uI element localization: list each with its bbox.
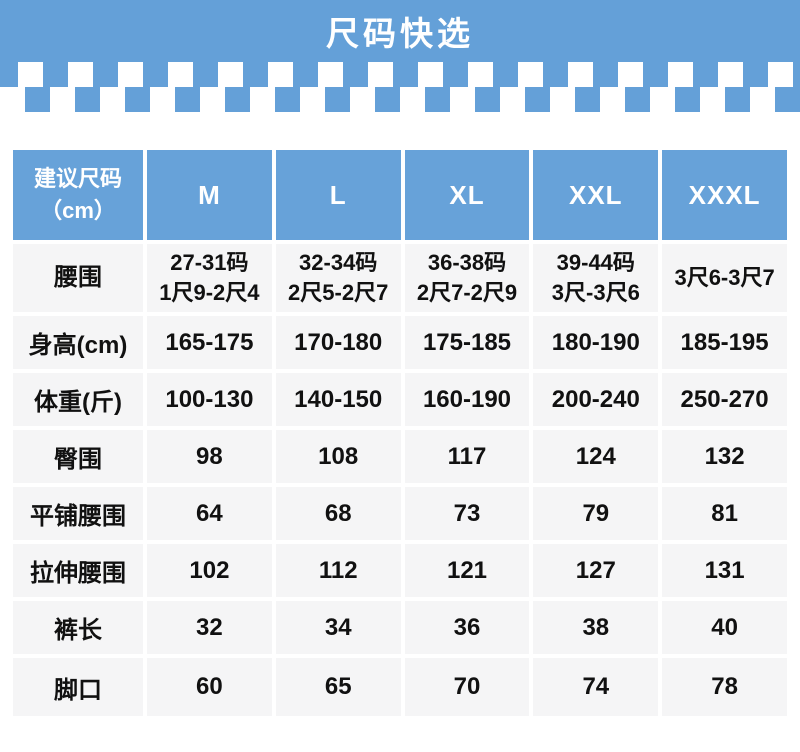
cell-hip-l: 108 [275, 430, 401, 483]
cell-flat-waist-m: 64 [147, 487, 272, 540]
cell-weight-xxl: 200-240 [533, 373, 659, 426]
size-col-header-xl: XL [404, 150, 530, 240]
cell-stretch-waist-xxxl: 131 [662, 544, 787, 597]
checkerboard-row-top [0, 62, 800, 87]
table-row-flat-waist: 平铺腰围 64 68 73 79 81 [13, 487, 787, 540]
size-col-header-m: M [147, 150, 272, 240]
cell-pant-length-m: 32 [147, 601, 272, 654]
cell-flat-waist-xxxl: 81 [662, 487, 787, 540]
row-label-leg-opening: 脚口 [13, 658, 143, 716]
cell-leg-opening-l: 65 [275, 658, 401, 716]
table-row-hip: 臀围 98 108 117 124 132 [13, 430, 787, 483]
cell-waist-xxxl: 3尺6-3尺7 [662, 244, 787, 312]
table-row-waist: 腰围 27-31码 1尺9-2尺4 32-34码 2尺5-2尺7 36-38码 … [13, 244, 787, 312]
cell-stretch-waist-xxl: 127 [533, 544, 659, 597]
cell-pant-length-xxxl: 40 [662, 601, 787, 654]
row-label-weight: 体重(斤) [13, 373, 143, 426]
cell-hip-xxxl: 132 [662, 430, 787, 483]
cell-height-m: 165-175 [147, 316, 272, 369]
cell-leg-opening-m: 60 [147, 658, 272, 716]
cell-weight-xl: 160-190 [404, 373, 530, 426]
checkerboard-decoration [0, 62, 800, 112]
cell-height-l: 170-180 [275, 316, 401, 369]
cell-weight-xxxl: 250-270 [662, 373, 787, 426]
cell-waist-xl: 36-38码 2尺7-2尺9 [404, 244, 530, 312]
cell-hip-m: 98 [147, 430, 272, 483]
table-row-leg-opening: 脚口 60 65 70 74 78 [13, 658, 787, 716]
cell-height-xl: 175-185 [404, 316, 530, 369]
row-label-flat-waist: 平铺腰围 [13, 487, 143, 540]
cell-waist-m: 27-31码 1尺9-2尺4 [147, 244, 272, 312]
cell-leg-opening-xxl: 74 [533, 658, 659, 716]
page-title: 尺码快选 [326, 15, 474, 52]
size-table: 建议尺码 （cm） M L XL XXL XXXL 腰围 27-31码 1尺9-… [9, 146, 791, 720]
cell-weight-l: 140-150 [275, 373, 401, 426]
cell-stretch-waist-xl: 121 [404, 544, 530, 597]
cell-weight-m: 100-130 [147, 373, 272, 426]
row-label-pant-length: 裤长 [13, 601, 143, 654]
table-row-pant-length: 裤长 32 34 36 38 40 [13, 601, 787, 654]
table-row-height: 身高(cm) 165-175 170-180 175-185 180-190 1… [13, 316, 787, 369]
size-col-header-xxl: XXL [533, 150, 659, 240]
table-header-row: 建议尺码 （cm） M L XL XXL XXXL [13, 150, 787, 240]
size-col-header-xxxl: XXXL [662, 150, 787, 240]
row-label-height: 身高(cm) [13, 316, 143, 369]
cell-hip-xl: 117 [404, 430, 530, 483]
cell-flat-waist-xxl: 79 [533, 487, 659, 540]
cell-waist-l: 32-34码 2尺5-2尺7 [275, 244, 401, 312]
cell-leg-opening-xl: 70 [404, 658, 530, 716]
cell-waist-xxl: 39-44码 3尺-3尺6 [533, 244, 659, 312]
row-label-stretch-waist: 拉伸腰围 [13, 544, 143, 597]
cell-pant-length-l: 34 [275, 601, 401, 654]
row-label-waist: 腰围 [13, 244, 143, 312]
cell-flat-waist-l: 68 [275, 487, 401, 540]
cell-pant-length-xxl: 38 [533, 601, 659, 654]
table-row-stretch-waist: 拉伸腰围 102 112 121 127 131 [13, 544, 787, 597]
cell-height-xxxl: 185-195 [662, 316, 787, 369]
size-col-header-l: L [275, 150, 401, 240]
table-row-weight: 体重(斤) 100-130 140-150 160-190 200-240 25… [13, 373, 787, 426]
corner-header: 建议尺码 （cm） [13, 150, 143, 240]
header-banner: 尺码快选 [0, 0, 800, 62]
cell-height-xxl: 180-190 [533, 316, 659, 369]
row-label-hip: 臀围 [13, 430, 143, 483]
cell-stretch-waist-l: 112 [275, 544, 401, 597]
cell-hip-xxl: 124 [533, 430, 659, 483]
checkerboard-row-bottom [0, 87, 800, 112]
cell-stretch-waist-m: 102 [147, 544, 272, 597]
cell-flat-waist-xl: 73 [404, 487, 530, 540]
cell-leg-opening-xxxl: 78 [662, 658, 787, 716]
cell-pant-length-xl: 36 [404, 601, 530, 654]
